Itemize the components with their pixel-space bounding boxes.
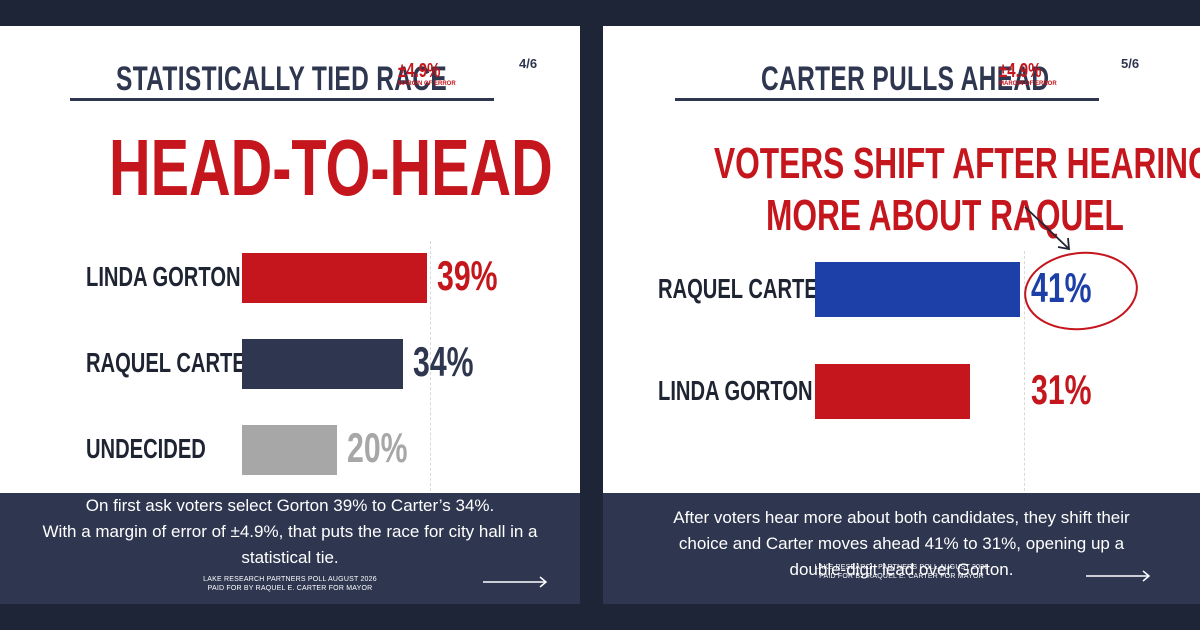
bar	[815, 364, 970, 419]
slide-header: STATISTICALLY TIED RACE ±4.9% MARGIN OF …	[70, 56, 494, 101]
bar-label: RAQUEL CARTER	[86, 347, 261, 378]
chart-divider	[430, 241, 431, 491]
footer-line: On first ask voters select Gorton 39% to…	[85, 496, 495, 515]
bar	[242, 253, 427, 303]
data-label: 34%	[413, 338, 474, 385]
slide-title: CARTER PULLS AHEAD	[761, 60, 1050, 98]
data-label: 39%	[437, 252, 498, 299]
bar-label: LINDA GORTON	[86, 261, 241, 292]
data-label: 20%	[347, 424, 408, 471]
footer-line: double-digit lead over Gorton.	[789, 560, 1014, 579]
slide-footer: On first ask voters select Gorton 39% to…	[0, 493, 580, 604]
moe-value: ±4.9%	[398, 60, 441, 82]
source-line: PAID FOR BY RAQUEL E. CARTER FOR MAYOR	[819, 573, 984, 580]
highlight-circle	[1024, 251, 1138, 330]
bar-label: UNDECIDED	[86, 433, 206, 464]
footer-source: LAKE RESEARCH PARTNERS POLL AUGUST 2026 …	[0, 575, 580, 593]
poll-slide-5: CARTER PULLS AHEAD ±4.9% MARGIN OF ERROR…	[603, 26, 1200, 604]
arrow-right-icon[interactable]	[1086, 570, 1152, 582]
bar-label: LINDA GORTON	[658, 374, 813, 406]
poll-slide-4: STATISTICALLY TIED RACE ±4.9% MARGIN OF …	[0, 26, 580, 604]
moe-label: MARGIN OF ERROR	[999, 81, 1057, 87]
source-line: LAKE RESEARCH PARTNERS POLL AUGUST 2026	[814, 564, 989, 571]
footer-text: On first ask voters select Gorton 39% to…	[20, 493, 560, 571]
footer-text: After voters hear more about both candid…	[623, 505, 1180, 583]
data-label: 41%	[1031, 263, 1092, 311]
footer-source: LAKE RESEARCH PARTNERS POLL AUGUST 2026 …	[603, 563, 1200, 581]
headline-line-2: MORE ABOUT RAQUEL	[766, 191, 1124, 240]
moe-label: MARGIN OF ERROR	[398, 81, 456, 87]
page-number: 4/6	[519, 56, 538, 71]
headline-line-1: VOTERS SHIFT AFTER HEARING	[714, 139, 1200, 188]
headline: HEAD-TO-HEAD	[109, 123, 553, 212]
bar	[242, 425, 337, 475]
margin-of-error: ±4.9% MARGIN OF ERROR	[999, 60, 1057, 87]
footer-line: choice and Carter moves ahead 41% to 31%…	[678, 534, 1125, 553]
arrow-right-icon[interactable]	[483, 576, 549, 588]
margin-of-error: ±4.9% MARGIN OF ERROR	[398, 60, 456, 87]
moe-value: ±4.9%	[999, 60, 1042, 82]
pointer-arrow-icon	[1024, 206, 1071, 251]
footer-line: statistical tie.	[241, 548, 339, 567]
slide-title: STATISTICALLY TIED RACE	[116, 60, 448, 98]
data-label: 31%	[1031, 365, 1092, 413]
bar	[242, 339, 403, 389]
source-line: PAID FOR BY RAQUEL E. CARTER FOR MAYOR	[207, 585, 373, 592]
footer-line: With a margin of error of ±4.9%, that pu…	[42, 522, 538, 541]
chart-divider	[1024, 251, 1025, 496]
footer-line: After voters hear more about both candid…	[673, 508, 1130, 527]
slide-footer: After voters hear more about both candid…	[603, 493, 1200, 604]
source-line: LAKE RESEARCH PARTNERS POLL AUGUST 2026	[203, 576, 377, 583]
slide-header: CARTER PULLS AHEAD ±4.9% MARGIN OF ERROR	[675, 56, 1099, 101]
bar	[815, 262, 1020, 317]
page-number: 5/6	[1121, 56, 1140, 71]
bar-label: RAQUEL CARTER	[658, 272, 833, 304]
